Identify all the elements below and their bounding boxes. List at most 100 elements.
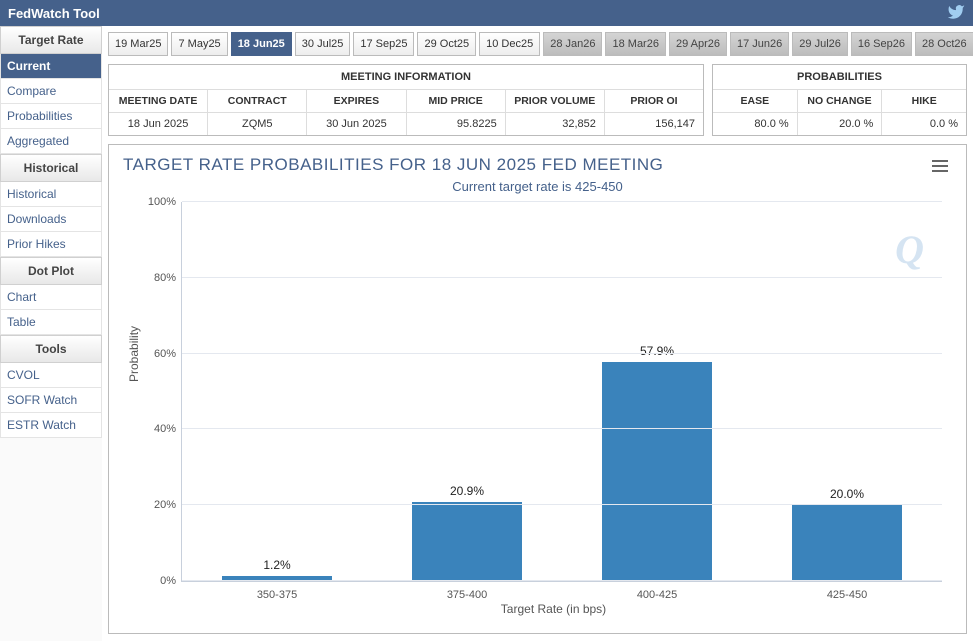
gridline (182, 428, 942, 429)
bar: 57.9% (602, 362, 712, 581)
sidebar-item-probabilities[interactable]: Probabilities (0, 104, 102, 129)
app-header: FedWatch Tool (0, 0, 973, 26)
date-tab[interactable]: 17 Jun26 (730, 32, 789, 56)
date-tab[interactable]: 28 Oct26 (915, 32, 973, 56)
date-tab[interactable]: 19 Mar25 (108, 32, 168, 56)
sidebar-item-aggregated[interactable]: Aggregated (0, 129, 102, 154)
gridline (182, 277, 942, 278)
sidebar-section-header: Historical (0, 154, 102, 182)
date-tabs: 19 Mar257 May2518 Jun2530 Jul2517 Sep252… (108, 32, 967, 56)
date-tab[interactable]: 29 Apr26 (669, 32, 727, 56)
x-tick-label: 425-450 (752, 589, 942, 601)
bar-slot: 1.2%350-375 (182, 202, 372, 581)
sidebar-section-header: Target Rate (0, 26, 102, 54)
x-tick-label: 375-400 (372, 589, 562, 601)
meeting-info-title: MEETING INFORMATION (109, 65, 703, 90)
gridline (182, 504, 942, 505)
info-column: NO CHANGE20.0 % (798, 90, 883, 135)
x-tick-label: 400-425 (562, 589, 752, 601)
sidebar-item-cvol[interactable]: CVOL (0, 363, 102, 388)
date-tab[interactable]: 18 Mar26 (605, 32, 665, 56)
y-tick-label: 40% (146, 423, 176, 435)
sidebar-item-table[interactable]: Table (0, 310, 102, 335)
sidebar-section-header: Dot Plot (0, 257, 102, 285)
bar: 20.0% (792, 505, 902, 581)
sidebar: Target RateCurrentCompareProbabilitiesAg… (0, 26, 102, 641)
info-column-header: PRIOR OI (605, 90, 703, 113)
sidebar-item-estr-watch[interactable]: ESTR Watch (0, 413, 102, 438)
bar-value-label: 57.9% (640, 344, 674, 358)
y-tick-label: 80% (146, 272, 176, 284)
date-tab[interactable]: 29 Jul26 (792, 32, 848, 56)
x-axis-label: Target Rate (in bps) (165, 602, 942, 616)
probabilities-title: PROBABILITIES (713, 65, 966, 90)
main-content: 19 Mar257 May2518 Jun2530 Jul2517 Sep252… (102, 26, 973, 641)
info-column-header: NO CHANGE (798, 90, 882, 113)
date-tab[interactable]: 28 Jan26 (543, 32, 602, 56)
bar-slot: 57.9%400-425 (562, 202, 752, 581)
date-tab[interactable]: 29 Oct25 (417, 32, 476, 56)
info-column-value: 32,852 (506, 113, 604, 135)
y-tick-label: 20% (146, 499, 176, 511)
info-column: MEETING DATE18 Jun 2025 (109, 90, 208, 135)
date-tab[interactable]: 30 Jul25 (295, 32, 351, 56)
meeting-info-table: MEETING INFORMATION MEETING DATE18 Jun 2… (108, 64, 704, 136)
info-column: CONTRACTZQM5 (208, 90, 307, 135)
info-column-value: 20.0 % (798, 113, 882, 135)
x-tick-label: 350-375 (182, 589, 372, 601)
bar-value-label: 20.0% (830, 487, 864, 501)
sidebar-item-historical[interactable]: Historical (0, 182, 102, 207)
y-tick-label: 60% (146, 348, 176, 360)
date-tab[interactable]: 17 Sep25 (353, 32, 414, 56)
info-column: MID PRICE95.8225 (407, 90, 506, 135)
date-tab[interactable]: 7 May25 (171, 32, 227, 56)
twitter-icon[interactable] (947, 3, 965, 24)
sidebar-section-header: Tools (0, 335, 102, 363)
info-column-header: PRIOR VOLUME (506, 90, 604, 113)
info-column-header: HIKE (882, 90, 966, 113)
info-column: PRIOR VOLUME32,852 (506, 90, 605, 135)
sidebar-item-downloads[interactable]: Downloads (0, 207, 102, 232)
info-column-value: 95.8225 (407, 113, 505, 135)
info-column-value: 18 Jun 2025 (109, 113, 207, 135)
bar-slot: 20.9%375-400 (372, 202, 562, 581)
sidebar-item-compare[interactable]: Compare (0, 79, 102, 104)
info-column-header: CONTRACT (208, 90, 306, 113)
date-tab[interactable]: 16 Sep26 (851, 32, 912, 56)
chart-menu-icon[interactable] (928, 155, 952, 177)
info-column-value: 156,147 (605, 113, 703, 135)
y-tick-label: 0% (146, 575, 176, 587)
bar-slot: 20.0%425-450 (752, 202, 942, 581)
info-column-header: MEETING DATE (109, 90, 207, 113)
gridline (182, 580, 942, 581)
info-column: EXPIRES30 Jun 2025 (307, 90, 406, 135)
info-column: PRIOR OI156,147 (605, 90, 703, 135)
info-column: EASE80.0 % (713, 90, 798, 135)
bar-value-label: 1.2% (263, 558, 290, 572)
chart-panel: TARGET RATE PROBABILITIES FOR 18 JUN 202… (108, 144, 967, 634)
info-column: HIKE0.0 % (882, 90, 966, 135)
probabilities-table: PROBABILITIES EASE80.0 %NO CHANGE20.0 %H… (712, 64, 967, 136)
info-column-value: 30 Jun 2025 (307, 113, 405, 135)
sidebar-item-current[interactable]: Current (0, 54, 102, 79)
date-tab[interactable]: 18 Jun25 (231, 32, 292, 56)
y-tick-label: 100% (146, 196, 176, 208)
bar-value-label: 20.9% (450, 484, 484, 498)
chart-plot: Q 1.2%350-37520.9%375-40057.9%400-42520.… (181, 202, 942, 582)
chart-title: TARGET RATE PROBABILITIES FOR 18 JUN 202… (123, 155, 663, 175)
info-column-value: ZQM5 (208, 113, 306, 135)
date-tab[interactable]: 10 Dec25 (479, 32, 540, 56)
info-column-header: EASE (713, 90, 797, 113)
sidebar-item-chart[interactable]: Chart (0, 285, 102, 310)
info-column-header: EXPIRES (307, 90, 405, 113)
info-column-value: 80.0 % (713, 113, 797, 135)
bar: 20.9% (412, 502, 522, 581)
chart-subtitle: Current target rate is 425-450 (123, 179, 952, 194)
gridline (182, 201, 942, 202)
info-column-value: 0.0 % (882, 113, 966, 135)
gridline (182, 353, 942, 354)
info-column-header: MID PRICE (407, 90, 505, 113)
sidebar-item-prior-hikes[interactable]: Prior Hikes (0, 232, 102, 257)
sidebar-item-sofr-watch[interactable]: SOFR Watch (0, 388, 102, 413)
y-axis-label: Probability (127, 326, 141, 382)
